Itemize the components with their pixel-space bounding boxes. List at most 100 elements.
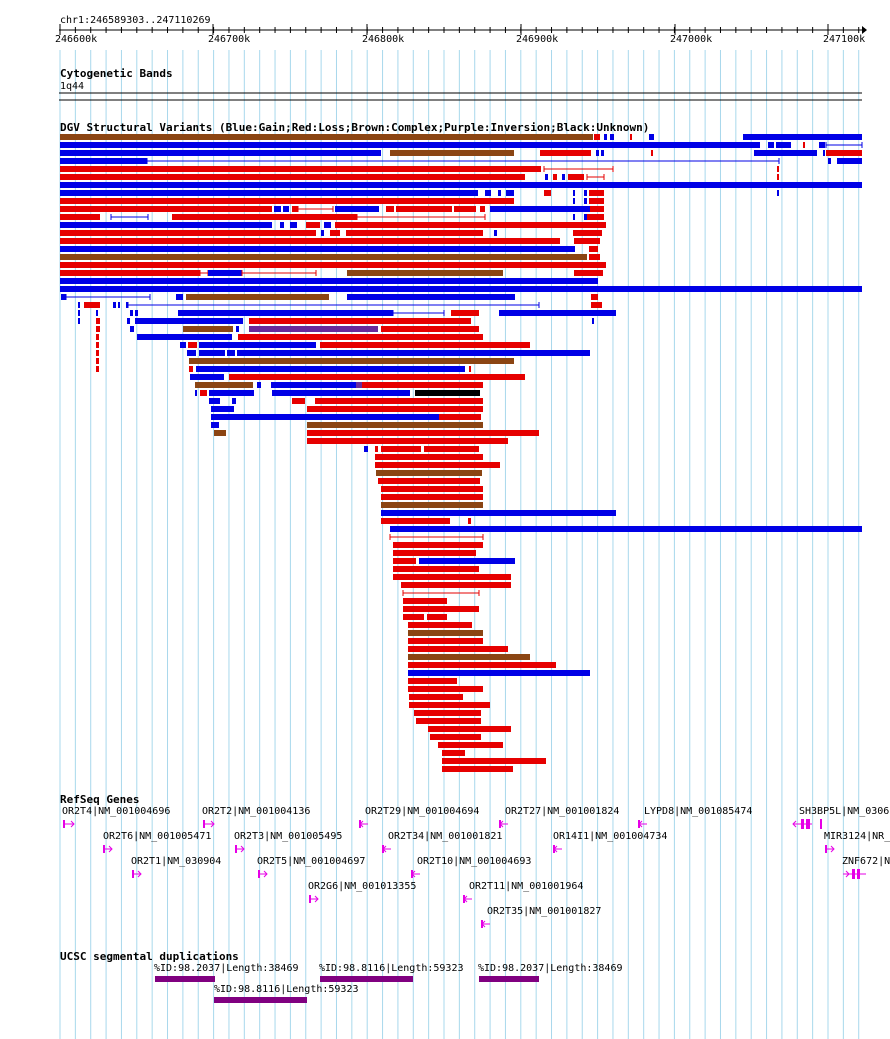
sv-feature — [454, 206, 476, 212]
sv-feature — [60, 206, 272, 212]
sv-feature — [96, 366, 99, 372]
segdup-label[interactable]: %ID:98.2037|Length:38469 — [478, 963, 623, 974]
sv-feature — [506, 190, 514, 196]
strand-arrow — [792, 820, 797, 828]
sv-feature — [113, 302, 116, 308]
sv-feature — [307, 430, 539, 436]
sv-feature — [589, 198, 604, 204]
gene-exon — [857, 869, 860, 879]
sv-feature — [776, 142, 791, 148]
sv-feature — [320, 342, 530, 348]
gene-label[interactable]: OR2T1|NM_030904 — [131, 856, 222, 867]
sv-feature — [96, 342, 99, 348]
ruler-tick-label: 246900k — [516, 34, 559, 45]
gene-label[interactable]: MIR3124|NR_ — [824, 831, 890, 842]
gene-label[interactable]: OR2T2|NM_001004136 — [202, 806, 311, 817]
sv-feature — [651, 150, 653, 156]
gene-label[interactable]: OR2T35|NM_001001827 — [487, 906, 602, 917]
sv-feature — [60, 198, 514, 204]
sv-feature — [237, 350, 590, 356]
sv-feature — [630, 134, 632, 140]
sv-feature — [589, 190, 604, 196]
gene-label[interactable]: SH3BP5L|NM_0306 — [799, 806, 890, 817]
sv-feature — [381, 502, 483, 508]
sv-feature — [414, 710, 481, 716]
sv-feature — [60, 238, 560, 244]
segdup-track-title: UCSC segmental duplications — [60, 950, 239, 963]
sv-feature — [589, 254, 600, 260]
sv-feature — [60, 262, 606, 268]
sv-feature — [137, 334, 232, 340]
sv-feature — [430, 734, 481, 740]
sv-feature — [60, 270, 200, 276]
sv-feature — [754, 150, 817, 156]
sv-feature — [574, 270, 603, 276]
sv-feature — [375, 462, 500, 468]
sv-feature — [777, 166, 779, 172]
sv-feature — [60, 222, 272, 228]
ruler-tick-label: 247100k — [823, 34, 866, 45]
sv-feature — [135, 318, 138, 324]
sv-feature — [837, 158, 862, 164]
gene-label[interactable]: OR2T3|NM_001005495 — [234, 831, 343, 842]
strand-arrow — [240, 845, 245, 853]
sv-feature — [408, 622, 472, 628]
sv-feature — [315, 398, 483, 404]
sv-feature — [381, 446, 421, 452]
gene-label[interactable]: OR2T34|NM_001001821 — [388, 831, 503, 842]
sv-feature — [610, 134, 614, 140]
sv-feature — [346, 230, 483, 236]
sv-feature — [553, 174, 557, 180]
segdup-label[interactable]: %ID:98.2037|Length:38469 — [154, 963, 299, 974]
segdup-feature — [214, 997, 307, 1003]
sv-feature — [393, 550, 476, 556]
gene-label[interactable]: OR2T5|NM_001004697 — [257, 856, 366, 867]
sv-feature — [186, 294, 329, 300]
sv-feature — [307, 438, 508, 444]
sv-feature — [189, 358, 514, 364]
sv-feature — [485, 190, 491, 196]
gene-label[interactable]: OR2T29|NM_001004694 — [365, 806, 480, 817]
sv-feature — [211, 422, 219, 428]
gene-label[interactable]: LYPD8|NM_001085474 — [644, 806, 753, 817]
sv-feature — [469, 366, 471, 372]
sv-feature — [451, 310, 479, 316]
sv-feature — [96, 326, 100, 332]
sv-feature — [347, 270, 503, 276]
sv-feature — [232, 398, 236, 404]
gene-label[interactable]: OR2G6|NM_001013355 — [308, 881, 417, 892]
sv-feature — [208, 270, 242, 276]
sv-feature — [238, 334, 483, 340]
gene-label[interactable]: OR2T4|NM_001004696 — [62, 806, 171, 817]
sv-feature — [587, 214, 604, 220]
sv-feature — [381, 518, 450, 524]
sv-feature — [60, 278, 598, 284]
gene-exon — [801, 819, 804, 829]
sv-feature — [60, 182, 862, 188]
sv-feature — [442, 750, 465, 756]
sv-feature — [127, 318, 130, 324]
gene-label[interactable]: OR14I1|NM_001004734 — [553, 831, 668, 842]
sv-feature — [480, 206, 485, 212]
sv-feature — [60, 134, 593, 140]
sv-feature — [584, 214, 587, 220]
sv-feature — [78, 318, 80, 324]
sv-feature — [178, 310, 393, 316]
ruler-tick-label: 246800k — [362, 34, 405, 45]
gene-label[interactable]: OR2T11|NM_001001964 — [469, 881, 584, 892]
gene-label[interactable]: OR2T6|NM_001005471 — [103, 831, 212, 842]
segdup-label[interactable]: %ID:98.8116|Length:59323 — [319, 963, 464, 974]
gene-label[interactable]: OR2T10|NM_001004693 — [417, 856, 532, 867]
dgv-features[interactable] — [0, 0, 890, 790]
sv-feature — [280, 222, 284, 228]
gene-label[interactable]: ZNF672|N — [842, 856, 890, 867]
sv-feature — [396, 206, 452, 212]
segdup-label[interactable]: %ID:98.8116|Length:59323 — [214, 984, 359, 995]
sv-feature — [290, 222, 297, 228]
gene-label[interactable]: OR2T27|NM_001001824 — [505, 806, 620, 817]
sv-feature — [195, 390, 197, 396]
sv-feature — [335, 206, 379, 212]
